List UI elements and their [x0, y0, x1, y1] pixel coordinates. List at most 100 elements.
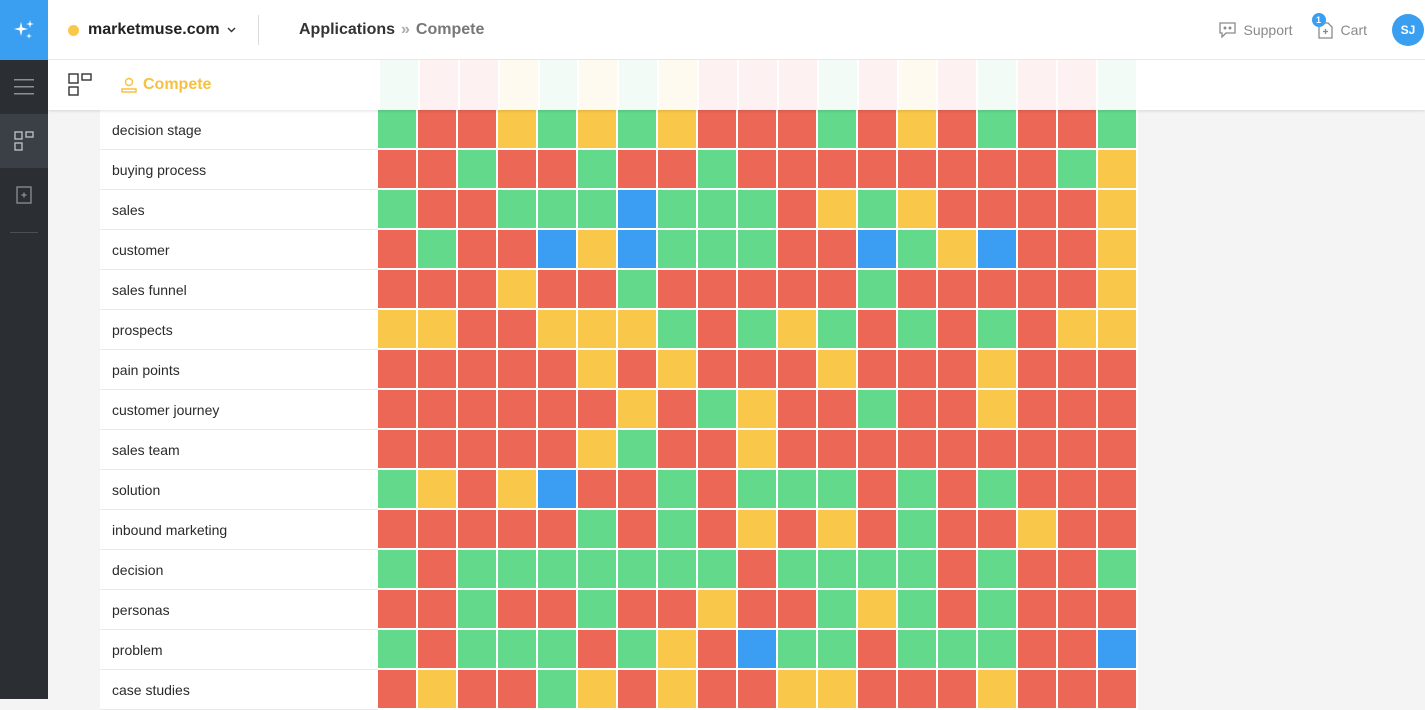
heatmap-cell-green[interactable] [658, 510, 698, 550]
heatmap-cell-green[interactable] [978, 470, 1018, 510]
heatmap-cell-red[interactable] [458, 230, 498, 270]
heatmap-cell-green[interactable] [538, 630, 578, 670]
table-row[interactable]: sales funnel [100, 270, 1138, 310]
heatmap-cell-red[interactable] [858, 150, 898, 190]
heatmap-cell-red[interactable] [418, 190, 458, 230]
heatmap-cell-red[interactable] [498, 310, 538, 350]
heatmap-cell-red[interactable] [498, 230, 538, 270]
heatmap-cell-green[interactable] [498, 550, 538, 590]
add-page-icon[interactable] [0, 168, 48, 222]
heatmap-cell-red[interactable] [378, 670, 418, 710]
heatmap-cell-yellow[interactable] [978, 350, 1018, 390]
breadcrumb-applications[interactable]: Applications [299, 21, 396, 38]
heatmap-cell-yellow[interactable] [1098, 230, 1138, 270]
heatmap-cell-yellow[interactable] [578, 670, 618, 710]
heatmap-cell-yellow[interactable] [898, 110, 938, 150]
heatmap-cell-red[interactable] [818, 230, 858, 270]
heatmap-cell-green[interactable] [578, 190, 618, 230]
heatmap-cell-blue[interactable] [738, 630, 778, 670]
heatmap-cell-red[interactable] [978, 190, 1018, 230]
heatmap-cell-red[interactable] [1098, 590, 1138, 630]
heatmap-cell-red[interactable] [378, 270, 418, 310]
heatmap-cell-green[interactable] [858, 270, 898, 310]
heatmap-cell-red[interactable] [618, 150, 658, 190]
support-button[interactable]: Support [1218, 22, 1293, 38]
heatmap-cell-green[interactable] [818, 590, 858, 630]
heatmap-cell-red[interactable] [1018, 470, 1058, 510]
heatmap-cell-red[interactable] [938, 670, 978, 710]
heatmap-cell-red[interactable] [858, 350, 898, 390]
heatmap-cell-red[interactable] [858, 430, 898, 470]
heatmap-cell-red[interactable] [1098, 390, 1138, 430]
heatmap-cell-red[interactable] [1058, 630, 1098, 670]
heatmap-cell-red[interactable] [458, 190, 498, 230]
heatmap-cell-red[interactable] [1058, 270, 1098, 310]
heatmap-cell-red[interactable] [1058, 430, 1098, 470]
heatmap-cell-green[interactable] [738, 190, 778, 230]
heatmap-cell-green[interactable] [818, 470, 858, 510]
heatmap-cell-yellow[interactable] [658, 670, 698, 710]
heatmap-cell-red[interactable] [898, 270, 938, 310]
heatmap-cell-red[interactable] [778, 350, 818, 390]
heatmap-cell-green[interactable] [978, 310, 1018, 350]
heatmap-cell-red[interactable] [1058, 470, 1098, 510]
table-row[interactable]: prospects [100, 310, 1138, 350]
heatmap-cell-red[interactable] [458, 470, 498, 510]
heatmap-cell-red[interactable] [458, 390, 498, 430]
heatmap-cell-blue[interactable] [618, 190, 658, 230]
heatmap-cell-yellow[interactable] [418, 470, 458, 510]
heatmap-cell-red[interactable] [578, 630, 618, 670]
heatmap-cell-red[interactable] [698, 510, 738, 550]
heatmap-cell-red[interactable] [938, 310, 978, 350]
heatmap-cell-yellow[interactable] [1018, 510, 1058, 550]
heatmap-cell-red[interactable] [1058, 110, 1098, 150]
heatmap-cell-green[interactable] [658, 550, 698, 590]
heatmap-cell-red[interactable] [658, 390, 698, 430]
heatmap-cell-red[interactable] [1018, 630, 1058, 670]
heatmap-cell-red[interactable] [498, 590, 538, 630]
heatmap-cell-red[interactable] [738, 590, 778, 630]
heatmap-cell-red[interactable] [938, 390, 978, 430]
heatmap-cell-yellow[interactable] [738, 510, 778, 550]
heatmap-cell-red[interactable] [618, 590, 658, 630]
heatmap-cell-yellow[interactable] [658, 110, 698, 150]
heatmap-cell-red[interactable] [418, 590, 458, 630]
heatmap-cell-yellow[interactable] [738, 390, 778, 430]
heatmap-cell-red[interactable] [1018, 430, 1058, 470]
user-avatar[interactable]: SJ [1392, 14, 1424, 46]
heatmap-cell-red[interactable] [1098, 350, 1138, 390]
heatmap-cell-green[interactable] [818, 110, 858, 150]
heatmap-cell-green[interactable] [978, 550, 1018, 590]
heatmap-cell-red[interactable] [698, 470, 738, 510]
heatmap-cell-red[interactable] [1058, 350, 1098, 390]
heatmap-cell-red[interactable] [1058, 550, 1098, 590]
heatmap-cell-red[interactable] [378, 430, 418, 470]
heatmap-cell-red[interactable] [658, 430, 698, 470]
heatmap-cell-yellow[interactable] [498, 270, 538, 310]
heatmap-cell-red[interactable] [418, 550, 458, 590]
heatmap-cell-green[interactable] [898, 630, 938, 670]
heatmap-cell-green[interactable] [898, 550, 938, 590]
heatmap-cell-red[interactable] [418, 390, 458, 430]
heatmap-cell-red[interactable] [538, 350, 578, 390]
heatmap-cell-red[interactable] [618, 670, 658, 710]
heatmap-cell-green[interactable] [498, 630, 538, 670]
heatmap-cell-red[interactable] [938, 350, 978, 390]
heatmap-cell-yellow[interactable] [418, 310, 458, 350]
heatmap-cell-red[interactable] [1018, 110, 1058, 150]
heatmap-cell-red[interactable] [1058, 390, 1098, 430]
heatmap-cell-green[interactable] [898, 230, 938, 270]
heatmap-cell-green[interactable] [858, 390, 898, 430]
heatmap-cell-red[interactable] [778, 190, 818, 230]
site-selector[interactable]: marketmuse.com [68, 0, 236, 60]
heatmap-cell-red[interactable] [1098, 470, 1138, 510]
heatmap-cell-red[interactable] [938, 510, 978, 550]
heatmap-cell-yellow[interactable] [818, 670, 858, 710]
heatmap-cell-red[interactable] [538, 150, 578, 190]
heatmap-cell-blue[interactable] [538, 230, 578, 270]
heatmap-cell-red[interactable] [938, 590, 978, 630]
heatmap-cell-green[interactable] [378, 190, 418, 230]
heatmap-cell-red[interactable] [818, 430, 858, 470]
heatmap-cell-red[interactable] [378, 230, 418, 270]
heatmap-cell-green[interactable] [458, 630, 498, 670]
